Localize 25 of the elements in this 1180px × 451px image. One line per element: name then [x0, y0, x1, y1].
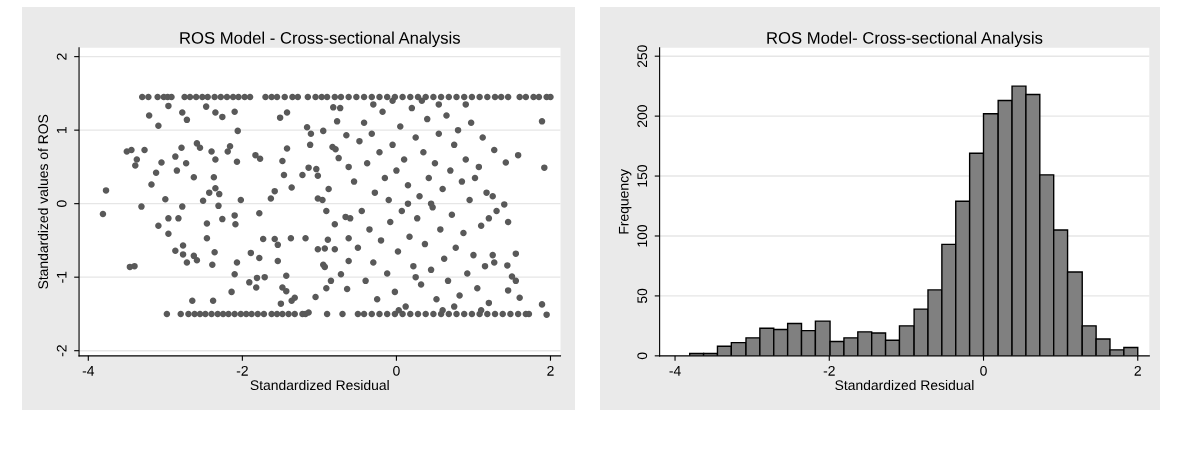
- y-tick-label: 250: [637, 45, 648, 68]
- y-tick-label: 200: [637, 105, 648, 128]
- chart-title: ROS Model- Cross-sectional Analysis: [767, 31, 1043, 48]
- x-tick-label: -2: [823, 365, 835, 376]
- x-tick-label: -2: [236, 365, 248, 376]
- x-tick-label: 2: [1134, 365, 1141, 376]
- x-tick-label: 0: [393, 365, 400, 376]
- y-tick-label: -2: [56, 345, 67, 357]
- y-axis-title: Standardized values of ROS: [37, 114, 49, 289]
- y-tick-label: 1: [56, 126, 67, 133]
- y-tick-label: 100: [637, 224, 648, 247]
- y-tick-label: 2: [56, 53, 67, 60]
- x-tick-label: 0: [980, 365, 987, 376]
- y-tick-label: 50: [637, 288, 648, 304]
- x-tick-label: 2: [547, 365, 554, 376]
- chart-title: ROS Model - Cross-sectional Analysis: [180, 31, 460, 48]
- y-tick-label: 0: [56, 200, 67, 207]
- x-axis-title: Standardized Residual: [250, 379, 389, 391]
- y-axis-title: Frequency: [618, 169, 632, 234]
- x-axis-title: Standardized Residual: [835, 379, 974, 391]
- x-tick-label: -4: [669, 366, 681, 376]
- x-tick-label: -4: [82, 366, 95, 376]
- y-tick-label: 150: [637, 165, 648, 187]
- y-tick-label: 0: [637, 352, 648, 360]
- y-tick-label: -1: [56, 271, 67, 283]
